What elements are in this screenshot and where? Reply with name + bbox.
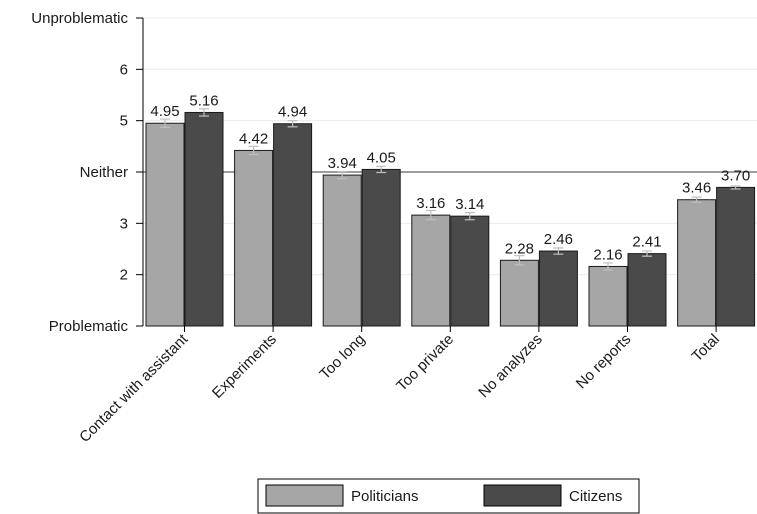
- bars: [145, 111, 756, 327]
- data-label-politicians-0: 4.95: [150, 103, 179, 120]
- bar-citizens-3: [450, 215, 490, 327]
- data-label-citizens-0: 5.16: [189, 92, 218, 109]
- data-label-citizens-4: 2.46: [544, 231, 573, 248]
- x-tick-label: Too long: [316, 331, 368, 383]
- y-tick-label: 3: [120, 215, 128, 232]
- bar-politicians-4: [499, 259, 539, 327]
- y-axis: [136, 17, 717, 332]
- x-tick-label: No analyzes: [475, 331, 545, 401]
- data-label-citizens-3: 3.14: [455, 196, 484, 213]
- bar-politicians-6: [677, 199, 717, 327]
- legend-swatch-politicians: [265, 484, 344, 507]
- data-label-politicians-1: 4.42: [239, 130, 268, 147]
- data-label-citizens-2: 4.05: [367, 149, 396, 166]
- data-label-politicians-2: 3.94: [328, 155, 357, 172]
- x-tick-label: Contact with assistant: [76, 330, 192, 446]
- bar-citizens-5: [627, 253, 667, 327]
- bar-politicians-5: [588, 265, 628, 327]
- data-label-citizens-6: 3.70: [721, 167, 750, 184]
- data-label-citizens-1: 4.94: [278, 104, 307, 121]
- data-label-politicians-4: 2.28: [505, 240, 534, 257]
- legend-label-citizens: Citizens: [569, 488, 622, 505]
- x-tick-label: Too private: [393, 331, 457, 395]
- bar-citizens-0: [184, 111, 224, 327]
- data-labels: 4.95 5.16 4.42 4.94 3.94 4.05 3.16 3.14 2.28 2.46…: [150, 92, 750, 263]
- y-tick-label: Problematic: [49, 318, 129, 335]
- error-bars: [160, 108, 741, 271]
- legend-swatch-citizens: [483, 484, 562, 507]
- bar-politicians-2: [322, 174, 362, 327]
- x-tick-labels: Contact with assistant Experiments Too lon…: [76, 330, 723, 446]
- y-tick-label: Neither: [80, 164, 128, 181]
- bar-citizens-6: [716, 186, 756, 327]
- data-label-politicians-6: 3.46: [682, 180, 711, 197]
- y-tick-label: 5: [120, 113, 128, 130]
- bar-politicians-0: [145, 122, 185, 327]
- legend-label-politicians: Politicians: [351, 488, 419, 505]
- y-tick-labels: Problematic 2 3 Neither 5 6 Unproblematic: [31, 10, 128, 335]
- y-tick-label: Unproblematic: [31, 10, 128, 27]
- legend: Politicians Citizens: [257, 478, 640, 514]
- bar-citizens-1: [273, 123, 313, 327]
- data-label-politicians-3: 3.16: [416, 195, 445, 212]
- bar-citizens-4: [538, 250, 578, 327]
- data-label-politicians-5: 2.16: [593, 246, 622, 263]
- bar-citizens-2: [361, 168, 401, 327]
- y-tick-label: 6: [120, 61, 128, 78]
- bar-politicians-3: [411, 214, 451, 327]
- x-tick-label: Experiments: [209, 331, 280, 402]
- y-tick-label: 2: [120, 267, 128, 284]
- bar-politicians-1: [234, 149, 274, 327]
- x-tick-label: No reports: [573, 331, 635, 393]
- data-label-citizens-5: 2.41: [632, 234, 661, 251]
- x-tick-label: Total: [689, 331, 723, 365]
